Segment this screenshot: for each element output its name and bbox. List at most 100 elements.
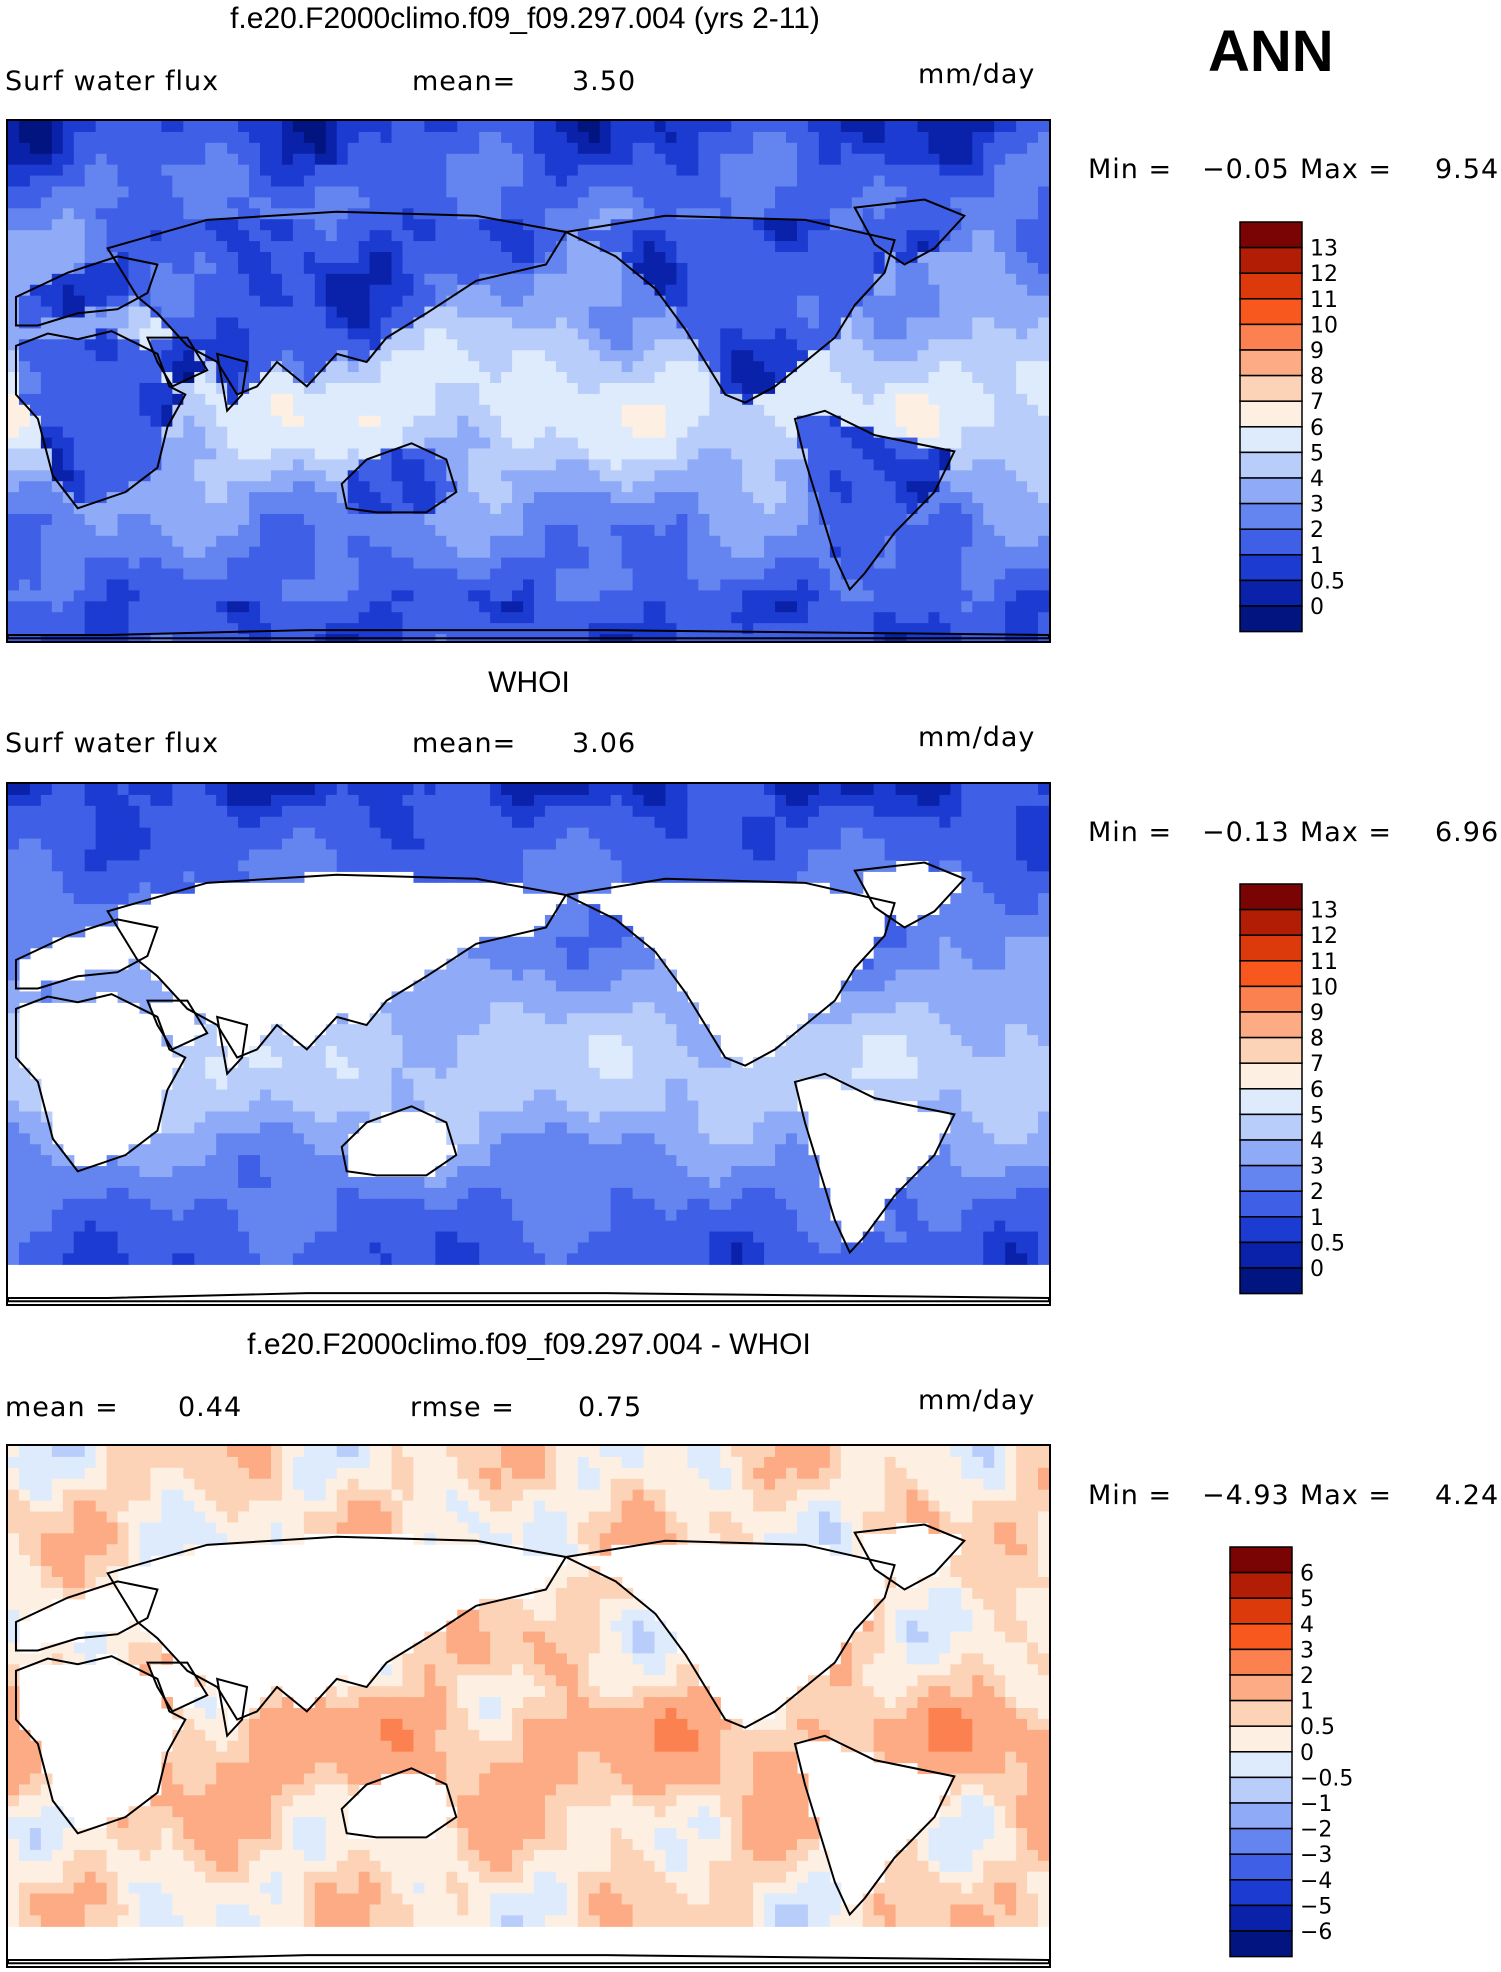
contour-cell: [851, 437, 864, 450]
contour-cell: [1016, 579, 1028, 591]
contour-cell: [555, 339, 568, 351]
contour-cell: [796, 816, 809, 829]
contour-cell: [698, 175, 710, 188]
contour-cell: [84, 382, 97, 395]
contour-cell: [402, 361, 415, 373]
contour-cell: [84, 251, 97, 264]
contour-cell: [205, 601, 217, 613]
contour-cell: [238, 284, 250, 297]
contour-cell: [720, 784, 732, 796]
contour-cell: [84, 175, 97, 188]
contour-cell: [764, 251, 776, 264]
contour-cell: [358, 623, 371, 635]
contour-cell: [369, 448, 382, 460]
contour-cell: [665, 579, 678, 591]
contour-cell: [402, 601, 415, 613]
contour-cell: [840, 121, 853, 133]
contour-cell: [501, 816, 513, 829]
contour-cell: [161, 153, 173, 166]
contour-cell: [501, 601, 513, 613]
contour-cell: [610, 492, 623, 504]
contour-cell: [555, 481, 568, 493]
contour-cell: [566, 284, 579, 297]
contour-cell: [665, 350, 678, 362]
contour-cell: [172, 623, 184, 635]
contour-cell: [347, 295, 360, 308]
contour-cell: [8, 816, 20, 829]
contour-cell: [544, 230, 557, 242]
contour-cell: [698, 328, 710, 340]
contour-cell: [720, 470, 732, 482]
contour-cell: [479, 568, 491, 581]
contour-cell: [544, 794, 557, 807]
contour-cell: [1016, 470, 1028, 482]
contour-cell: [95, 513, 108, 526]
contour-cell: [281, 546, 294, 559]
contour-cell: [260, 503, 272, 515]
contour-cell: [292, 393, 305, 406]
contour-cell: [457, 164, 469, 177]
contour-cell: [40, 273, 53, 286]
contour-cell: [983, 612, 995, 624]
contour-cell: [731, 317, 743, 329]
contour-cell: [555, 230, 568, 242]
contour-cell: [369, 328, 382, 340]
contour-cell: [731, 784, 743, 796]
contour-cell: [150, 121, 163, 133]
contour-cell: [183, 503, 195, 515]
contour-cell: [227, 784, 239, 796]
contour-cell: [555, 219, 568, 231]
contour-cell: [742, 503, 754, 515]
contour-cell: [994, 816, 1006, 829]
contour-cell: [742, 612, 754, 624]
contour-cell: [106, 295, 119, 308]
contour-cell: [1027, 317, 1039, 329]
contour-cell: [369, 557, 382, 570]
contour-cell: [424, 131, 436, 144]
contour-cell: [643, 816, 656, 829]
contour-cell: [281, 535, 294, 548]
contour-cell: [533, 459, 546, 471]
contour-cell: [906, 601, 919, 613]
contour-cell: [128, 153, 141, 166]
contour-cell: [731, 175, 743, 188]
contour-cell: [566, 219, 579, 231]
contour-cell: [468, 262, 480, 275]
contour-cell: [369, 284, 382, 297]
contour-cell: [654, 426, 667, 439]
contour-cell: [884, 612, 897, 624]
contour-cell: [424, 361, 436, 373]
contour-cell: [610, 590, 623, 602]
contour-cell: [895, 470, 908, 482]
contour-cell: [292, 361, 305, 373]
contour-cell: [807, 415, 820, 428]
contour-cell: [610, 393, 623, 406]
contour-cell: [950, 295, 962, 308]
contour-cell: [8, 503, 20, 515]
contour-cell: [51, 470, 64, 482]
contour-cell: [972, 382, 984, 395]
contour-cell: [347, 197, 360, 209]
contour-cell: [281, 361, 294, 373]
contour-cell: [720, 241, 732, 253]
contour-cell: [544, 816, 557, 829]
contour-cell: [8, 284, 20, 297]
contour-cell: [194, 175, 206, 188]
contour-cell: [249, 164, 261, 177]
contour-cell: [577, 784, 590, 796]
contour-cell: [1016, 546, 1028, 559]
contour-cell: [62, 317, 75, 329]
contour-cell: [51, 372, 64, 384]
contour-cell: [161, 513, 173, 526]
contour-cell: [818, 273, 831, 286]
contour-cell: [95, 503, 108, 515]
contour-cell: [621, 601, 634, 613]
contour-cell: [172, 142, 184, 155]
contour-cell: [358, 590, 371, 602]
contour-cell: [906, 317, 919, 329]
contour-cell: [139, 623, 152, 635]
contour-cell: [501, 208, 513, 220]
contour-cell: [479, 470, 491, 482]
contour-cell: [435, 492, 447, 504]
contour-cell: [983, 492, 995, 504]
